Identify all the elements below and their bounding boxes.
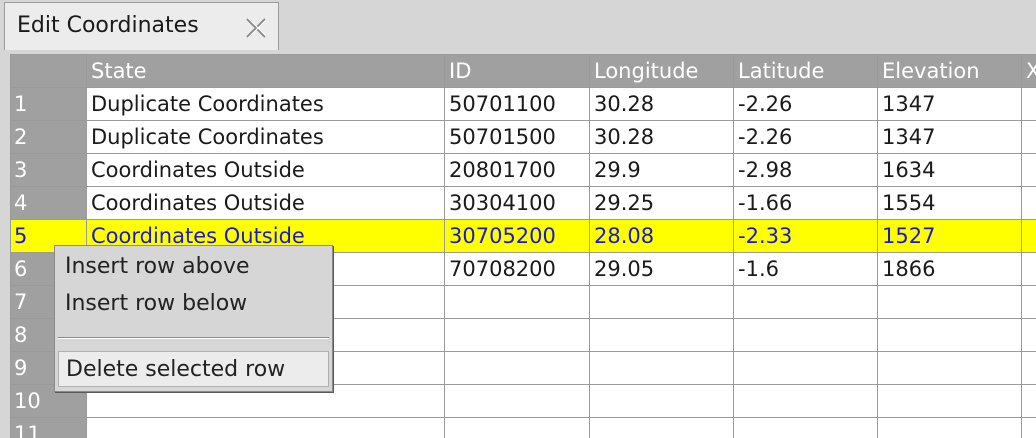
cell-x[interactable] <box>1021 285 1036 319</box>
cell-longitude[interactable]: 28.08 <box>589 219 734 253</box>
cell-state[interactable]: Coordinates Outside <box>86 186 445 220</box>
corner-header[interactable] <box>10 54 87 88</box>
header-row: State ID Longitude Latitude Elevation X <box>10 54 1036 88</box>
table-row[interactable]: 7 <box>10 285 1036 319</box>
cell-x[interactable] <box>1021 417 1036 438</box>
cell-longitude[interactable] <box>589 318 734 352</box>
table-row[interactable]: 2 Duplicate Coordinates 50701500 30.28 -2.26… <box>10 120 1036 154</box>
context-menu: Insert row above Insert row below Delete… <box>54 245 333 392</box>
cell-longitude[interactable] <box>589 384 734 418</box>
table-row[interactable]: 11 <box>10 417 1036 438</box>
table-row[interactable]: 1 Duplicate Coordinates 50701100 30.28 -2.26… <box>10 87 1036 121</box>
tab-title: Edit Coordinates <box>17 13 199 38</box>
menu-item-insert-row-below[interactable]: Insert row below <box>65 291 248 316</box>
cell-state[interactable]: Duplicate Coordinates <box>86 87 445 121</box>
cell-state[interactable]: Duplicate Coordinates <box>86 120 445 154</box>
cell-elevation[interactable]: 1554 <box>877 186 1022 220</box>
tab-edit-coordinates[interactable]: Edit Coordinates <box>4 2 279 50</box>
column-header-id[interactable]: ID <box>444 54 590 88</box>
row-number-cell[interactable]: 1 <box>10 87 87 121</box>
cell-longitude[interactable] <box>589 285 734 319</box>
row-number-cell[interactable]: 10 <box>10 384 87 418</box>
cell-latitude[interactable]: -2.98 <box>733 153 878 187</box>
cell-latitude[interactable] <box>733 384 878 418</box>
cell-elevation[interactable]: 1634 <box>877 153 1022 187</box>
row-number-cell[interactable]: 3 <box>10 153 87 187</box>
table-row[interactable]: 4 Coordinates Outside 30304100 29.25 -1.66 15… <box>10 186 1036 220</box>
cell-id[interactable]: 20801700 <box>444 153 590 187</box>
cell-x[interactable] <box>1021 153 1036 187</box>
cell-state[interactable]: Coordinates Outside <box>86 153 445 187</box>
cell-elevation[interactable]: 1866 <box>877 252 1022 286</box>
cell-x[interactable] <box>1021 87 1036 121</box>
cell-latitude[interactable] <box>733 285 878 319</box>
cell-elevation[interactable] <box>877 384 1022 418</box>
coordinates-table: State ID Longitude Latitude Elevation X … <box>10 54 1036 438</box>
cell-latitude[interactable]: -1.6 <box>733 252 878 286</box>
cell-id[interactable]: 70708200 <box>444 252 590 286</box>
cell-longitude[interactable] <box>589 417 734 438</box>
menu-item-delete-selected-row[interactable]: Delete selected row <box>58 351 329 387</box>
cell-id[interactable] <box>444 285 590 319</box>
cell-x[interactable] <box>1021 384 1036 418</box>
cell-id[interactable]: 30705200 <box>444 219 590 253</box>
cell-elevation[interactable] <box>877 318 1022 352</box>
column-header-elevation[interactable]: Elevation <box>877 54 1022 88</box>
row-number-cell[interactable]: 4 <box>10 186 87 220</box>
cell-latitude[interactable]: -2.33 <box>733 219 878 253</box>
cell-x[interactable] <box>1021 186 1036 220</box>
row-number-cell[interactable]: 11 <box>10 417 87 438</box>
column-header-longitude[interactable]: Longitude <box>589 54 734 88</box>
cell-latitude[interactable]: -2.26 <box>733 120 878 154</box>
cell-x[interactable] <box>1021 252 1036 286</box>
menu-separator <box>58 337 329 339</box>
cell-elevation[interactable] <box>877 351 1022 385</box>
cell-x[interactable] <box>1021 120 1036 154</box>
cell-state[interactable] <box>86 417 445 438</box>
cell-longitude[interactable]: 30.28 <box>589 120 734 154</box>
cell-id[interactable]: 30304100 <box>444 186 590 220</box>
tab-bar: Edit Coordinates <box>0 0 1036 50</box>
cell-x[interactable] <box>1021 351 1036 385</box>
cell-latitude[interactable] <box>733 417 878 438</box>
cell-id[interactable]: 50701100 <box>444 87 590 121</box>
row-number-cell[interactable]: 5 <box>10 219 87 253</box>
cell-longitude[interactable]: 29.05 <box>589 252 734 286</box>
cell-longitude[interactable]: 30.28 <box>589 87 734 121</box>
close-icon[interactable] <box>241 13 271 43</box>
cell-latitude[interactable] <box>733 318 878 352</box>
cell-id[interactable]: 50701500 <box>444 120 590 154</box>
table-row[interactable]: 3 Coordinates Outside 20801700 29.9 -2.98 163… <box>10 153 1036 187</box>
cell-longitude[interactable]: 29.9 <box>589 153 734 187</box>
cell-longitude[interactable] <box>589 351 734 385</box>
cell-elevation[interactable]: 1347 <box>877 87 1022 121</box>
column-header-state[interactable]: State <box>86 54 445 88</box>
cell-longitude[interactable]: 29.25 <box>589 186 734 220</box>
column-header-latitude[interactable]: Latitude <box>733 54 878 88</box>
menu-item-insert-row-above[interactable]: Insert row above <box>65 254 250 279</box>
cell-latitude[interactable] <box>733 351 878 385</box>
cell-elevation[interactable] <box>877 417 1022 438</box>
cell-elevation[interactable] <box>877 285 1022 319</box>
cell-elevation[interactable]: 1527 <box>877 219 1022 253</box>
cell-id[interactable] <box>444 417 590 438</box>
cell-elevation[interactable]: 1347 <box>877 120 1022 154</box>
column-header-x[interactable]: X <box>1021 54 1036 88</box>
cell-latitude[interactable]: -1.66 <box>733 186 878 220</box>
cell-latitude[interactable]: -2.26 <box>733 87 878 121</box>
cell-x[interactable] <box>1021 219 1036 253</box>
cell-id[interactable] <box>444 384 590 418</box>
cell-id[interactable] <box>444 351 590 385</box>
row-number-cell[interactable]: 2 <box>10 120 87 154</box>
cell-id[interactable] <box>444 318 590 352</box>
cell-x[interactable] <box>1021 318 1036 352</box>
